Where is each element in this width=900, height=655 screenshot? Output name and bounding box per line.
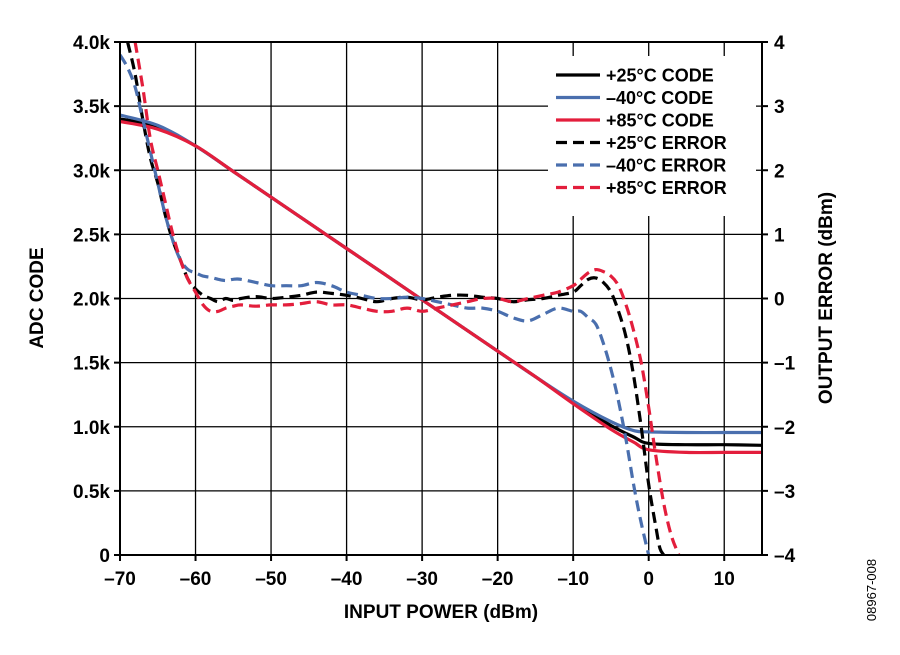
- series-layer: [120, 42, 762, 555]
- series-line-85-c-error: [133, 42, 681, 555]
- y2-tick-label: 2: [774, 161, 785, 182]
- ticks: –70 –60 –50 –40 –30 –20 –10 0 1000.5k1.0k1.5k2.0…: [73, 33, 796, 590]
- y-tick-label: 3.5k: [73, 97, 110, 118]
- series-line-25-c-error: [126, 42, 666, 555]
- legend-label-85-c-code: +85°C CODE: [606, 111, 714, 131]
- y2-tick-label: 0: [774, 290, 785, 311]
- y2-tick-label: 1: [774, 225, 785, 246]
- y2-tick-label: –2: [774, 418, 795, 439]
- y-tick-label: 1.0k: [73, 418, 110, 439]
- legend-label-25-c-code: +25°C CODE: [606, 66, 714, 86]
- y2-tick-label: 4: [774, 33, 785, 54]
- y2-tick-label: –1: [774, 354, 796, 375]
- legend-background: [548, 56, 756, 216]
- x-tick-label: –70: [104, 569, 136, 590]
- legend: +25°C CODE–40°C CODE +85°C CODE+25°C ERRO…: [548, 56, 756, 216]
- y2-axis-title: OUTPUT ERROR (dBm): [816, 192, 837, 404]
- series-line-85-c-code: [120, 119, 762, 455]
- figure-id: 08967-008: [864, 559, 879, 621]
- x-tick-label: –40: [331, 569, 363, 590]
- y2-tick-label: –3: [774, 482, 795, 503]
- y-tick-label: 2.5k: [73, 225, 110, 246]
- x-tick-label: –10: [557, 569, 589, 590]
- y-tick-label: 0.5k: [73, 482, 110, 503]
- legend-label-40-c-error: –40°C ERROR: [606, 156, 726, 176]
- y-tick-label: 2.0k: [73, 290, 110, 311]
- x-tick-label: –20: [482, 569, 514, 590]
- y-tick-label: 1.5k: [73, 354, 110, 375]
- y-tick-label: 4.0k: [73, 33, 110, 54]
- y-tick-label: 3.0k: [73, 161, 110, 182]
- y2-tick-label: –4: [774, 546, 796, 567]
- x-tick-label: 0: [643, 569, 654, 590]
- legend-label-25-c-error: +25°C ERROR: [606, 133, 727, 153]
- x-tick-label: –30: [406, 569, 438, 590]
- x-axis-title: INPUT POWER (dBm): [344, 602, 538, 623]
- legend-label-85-c-error: +85°C ERROR: [606, 178, 727, 198]
- y2-tick-label: 3: [774, 97, 785, 118]
- legend-label-40-c-code: –40°C CODE: [606, 88, 713, 108]
- y-axis-title: ADC CODE: [27, 247, 48, 348]
- x-tick-label: 10: [714, 569, 735, 590]
- x-tick-label: –50: [255, 569, 287, 590]
- y-tick-label: 0: [99, 546, 110, 567]
- x-tick-label: –60: [180, 569, 212, 590]
